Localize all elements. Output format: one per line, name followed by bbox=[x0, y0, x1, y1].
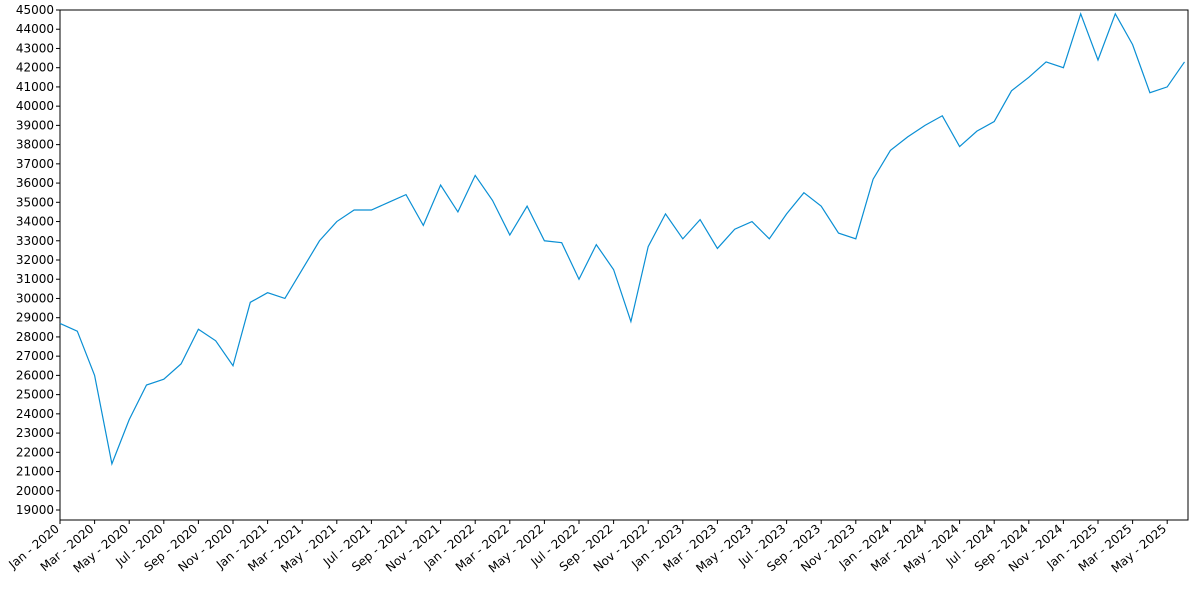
y-tick-label: 30000 bbox=[16, 291, 54, 305]
y-tick-label: 27000 bbox=[16, 349, 54, 363]
y-tick-label: 44000 bbox=[16, 22, 54, 36]
y-tick-label: 21000 bbox=[16, 465, 54, 479]
y-tick-label: 31000 bbox=[16, 272, 54, 286]
y-tick-label: 39000 bbox=[16, 118, 54, 132]
y-tick-label: 35000 bbox=[16, 195, 54, 209]
y-tick-label: 43000 bbox=[16, 41, 54, 55]
y-tick-label: 36000 bbox=[16, 176, 54, 190]
y-tick-label: 45000 bbox=[16, 3, 54, 17]
y-tick-label: 40000 bbox=[16, 99, 54, 113]
y-tick-label: 20000 bbox=[16, 484, 54, 498]
y-tick-label: 37000 bbox=[16, 157, 54, 171]
y-tick-label: 26000 bbox=[16, 368, 54, 382]
data-line bbox=[59, 12, 1185, 466]
y-tick-label: 32000 bbox=[16, 253, 54, 267]
y-tick-label: 25000 bbox=[16, 388, 54, 402]
y-tick-label: 24000 bbox=[16, 407, 54, 421]
y-tick-label: 23000 bbox=[16, 426, 54, 440]
y-tick-label: 29000 bbox=[16, 311, 54, 325]
y-tick-label: 41000 bbox=[16, 80, 54, 94]
plot-frame bbox=[59, 9, 1189, 521]
y-tick-label: 42000 bbox=[16, 61, 54, 75]
y-tick-label: 28000 bbox=[16, 330, 54, 344]
y-tick-label: 38000 bbox=[16, 138, 54, 152]
y-tick-label: 33000 bbox=[16, 234, 54, 248]
y-tick-label: 34000 bbox=[16, 215, 54, 229]
y-tick-label: 19000 bbox=[16, 503, 54, 517]
y-tick-label: 22000 bbox=[16, 445, 54, 459]
